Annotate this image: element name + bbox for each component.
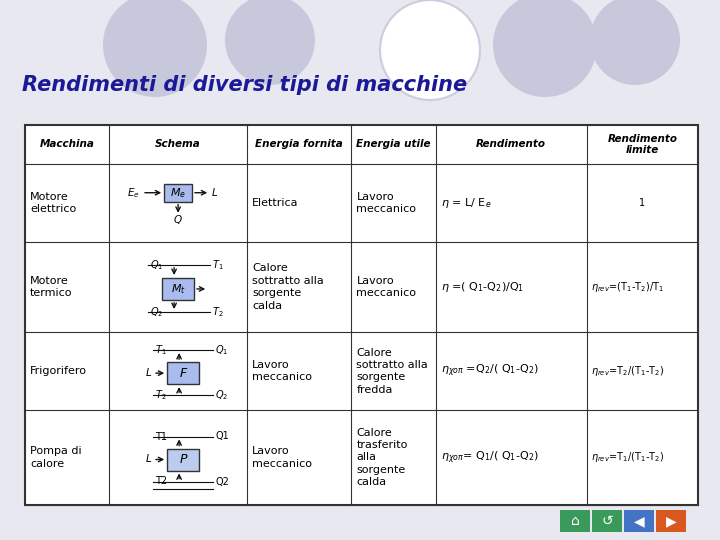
Text: Q: Q [174, 215, 182, 225]
Text: Lavoro
meccanico: Lavoro meccanico [356, 276, 416, 298]
Text: E$_e$: E$_e$ [127, 186, 140, 200]
Text: Q$_2$: Q$_2$ [215, 388, 228, 402]
Text: L: L [145, 455, 151, 464]
Text: Calore
sottratto alla
sorgente
calda: Calore sottratto alla sorgente calda [252, 264, 324, 310]
Text: T2: T2 [155, 476, 167, 487]
Bar [164, 184, 192, 202]
Text: 1: 1 [639, 198, 646, 208]
Text: ⌂: ⌂ [571, 514, 580, 528]
Text: Frigorifero: Frigorifero [30, 366, 87, 376]
Text: $\eta_{rev}$=(T$_1$-T$_2$)/T$_1$: $\eta_{rev}$=(T$_1$-T$_2$)/T$_1$ [591, 280, 664, 294]
Text: Q2: Q2 [215, 476, 229, 487]
Text: Rendimenti di diversi tipi di macchine: Rendimenti di diversi tipi di macchine [22, 75, 467, 95]
Text: Rendimento
limite: Rendimento limite [608, 133, 678, 155]
Bar [162, 278, 194, 300]
Text: Q$_1$: Q$_1$ [215, 343, 228, 357]
Text: Calore
trasferito
alla
sorgente
calda: Calore trasferito alla sorgente calda [356, 428, 408, 487]
Text: Elettrica: Elettrica [252, 198, 299, 208]
Text: $\eta$ = L/ E$_e$: $\eta$ = L/ E$_e$ [441, 195, 491, 210]
Text: Energia utile: Energia utile [356, 139, 431, 150]
Text: $\eta$ =( Q$_1$-Q$_2$)/Q$_1$: $\eta$ =( Q$_1$-Q$_2$)/Q$_1$ [441, 280, 523, 294]
Text: T$_1$: T$_1$ [155, 343, 167, 357]
Text: L: L [212, 188, 218, 198]
Text: Macchina: Macchina [40, 139, 94, 150]
Circle shape [590, 0, 680, 85]
Bar [167, 449, 199, 470]
Text: Q$_1$: Q$_1$ [150, 258, 163, 272]
Text: Lavoro
meccanico: Lavoro meccanico [252, 446, 312, 469]
Bar [592, 510, 622, 532]
Circle shape [225, 0, 315, 85]
Text: $\eta_{rev}$=T$_1$/(T$_1$-T$_2$): $\eta_{rev}$=T$_1$/(T$_1$-T$_2$) [591, 450, 665, 464]
Text: Lavoro
meccanico: Lavoro meccanico [252, 360, 312, 382]
Text: $\eta_{rev}$=T$_2$/(T$_1$-T$_2$): $\eta_{rev}$=T$_2$/(T$_1$-T$_2$) [591, 364, 665, 378]
Text: ↺: ↺ [601, 514, 613, 528]
Bar [624, 510, 654, 532]
Text: T$_1$: T$_1$ [212, 258, 224, 272]
Text: $\eta_{\chi o\pi}$ =Q$_2$/( Q$_1$-Q$_2$): $\eta_{\chi o\pi}$ =Q$_2$/( Q$_1$-Q$_2$) [441, 363, 539, 379]
Text: P: P [179, 453, 187, 466]
Text: $\eta_{\chi o\pi}$= Q$_1$/( Q$_1$-Q$_2$): $\eta_{\chi o\pi}$= Q$_1$/( Q$_1$-Q$_2$) [441, 449, 539, 465]
Text: ▶: ▶ [666, 514, 676, 528]
Circle shape [493, 0, 597, 97]
Bar [25, 125, 698, 505]
Circle shape [103, 0, 207, 97]
Text: T1: T1 [155, 431, 167, 442]
Text: ◀: ◀ [634, 514, 644, 528]
Text: Q1: Q1 [215, 431, 229, 442]
Text: Motore
termico: Motore termico [30, 276, 73, 298]
Bar [25, 125, 698, 505]
Text: Pompa di
calore: Pompa di calore [30, 446, 81, 469]
Text: Q$_2$: Q$_2$ [150, 305, 163, 319]
Text: T$_2$: T$_2$ [212, 305, 224, 319]
Text: L: L [145, 368, 151, 378]
Text: $M_t$: $M_t$ [171, 282, 186, 296]
Text: Schema: Schema [156, 139, 201, 150]
Circle shape [380, 0, 480, 100]
Text: Energia fornita: Energia fornita [256, 139, 343, 150]
Text: T$_2$: T$_2$ [155, 388, 167, 402]
Text: $M_e$: $M_e$ [170, 186, 186, 200]
Bar [167, 362, 199, 384]
Bar [560, 510, 590, 532]
Text: F: F [179, 367, 186, 380]
Bar [656, 510, 686, 532]
Text: Calore
sottratto alla
sorgente
fredda: Calore sottratto alla sorgente fredda [356, 348, 428, 395]
Text: Rendimento: Rendimento [476, 139, 546, 150]
Text: Motore
elettrico: Motore elettrico [30, 192, 76, 214]
Text: Lavoro
meccanico: Lavoro meccanico [356, 192, 416, 214]
